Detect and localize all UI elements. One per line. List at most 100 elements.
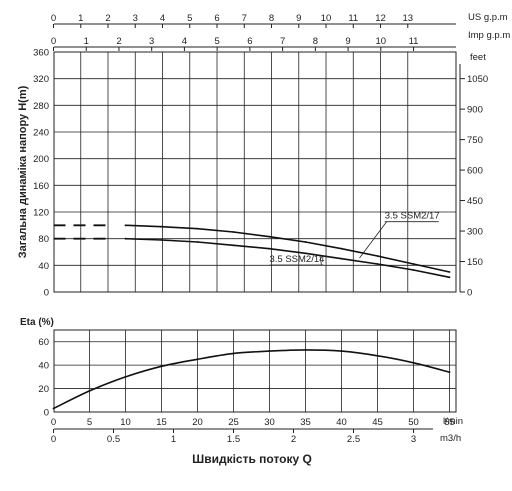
lmin-unit-label: l/min (443, 416, 463, 427)
head-curve-point (124, 224, 127, 227)
head-curve-point (448, 276, 451, 279)
head-y-tick-label: 320 (33, 74, 49, 85)
feet-tick-label: 150 (467, 257, 483, 268)
head-curve-point (232, 231, 235, 233)
imp-gpm-tick-label: 10 (376, 36, 387, 47)
head-y-tick-label: 280 (33, 101, 49, 112)
feet-tick-label: 450 (467, 196, 483, 207)
head-y-axis-title: Загальна динаміка напору H(m) (17, 85, 29, 258)
imp-gpm-tick-label: 9 (345, 36, 350, 47)
eta-y-axis-title: Eta (%) (20, 317, 54, 328)
head-curve-point (412, 269, 415, 271)
imp-gpm-tick-label: 11 (409, 36, 419, 47)
head-y-tick-label: 160 (33, 181, 49, 192)
head-curve-point (304, 252, 307, 255)
efficiency-point (268, 350, 271, 352)
eta-plot-frame (53, 329, 457, 413)
imp-gpm-tick-label: 2 (116, 36, 121, 47)
lmin-tick-label: 45 (372, 417, 383, 428)
efficiency-point (412, 361, 415, 364)
efficiency-point (160, 365, 163, 368)
head-curve-2 (125, 237, 450, 279)
lmin-tick-label: 0 (51, 417, 56, 428)
us-gpm-tick-label: 8 (269, 13, 274, 24)
head-y-tick-label: 120 (33, 208, 49, 219)
us-gpm-tick-label: 13 (402, 13, 413, 24)
head-curve-point (268, 247, 271, 250)
imp-gpm-tick-label: 0 (51, 36, 56, 47)
us-gpm-tick-label: 3 (133, 13, 138, 24)
eta-y-tick-label: 60 (38, 337, 49, 348)
head-curve-point (340, 257, 343, 260)
lmin-tick-label: 50 (408, 417, 419, 428)
head-curve-point (124, 237, 127, 240)
eta-y-tick-label: 0 (44, 408, 49, 419)
head-curve-point (196, 241, 199, 243)
head-y-tick-label: 0 (44, 288, 49, 299)
m3h-tick-label: 1.5 (227, 434, 240, 445)
eta-y-tick-label: 20 (38, 384, 49, 395)
m3h-tick-label: 2.5 (347, 434, 360, 445)
efficiency-point (340, 350, 343, 352)
m3h-tick-label: 0.5 (107, 434, 120, 445)
head-curve-point (448, 271, 451, 273)
lmin-tick-label: 15 (156, 417, 167, 428)
head-chart: Загальна динаміка напору H(m) feet US g.… (17, 12, 510, 299)
us-gpm-tick-label: 5 (187, 13, 192, 24)
head-y-tick-label: 360 (33, 48, 49, 59)
series-label-3-5-ssm2-14: 3.5 SSM2/14 (270, 254, 325, 265)
efficiency-chart: Eta (%) Швидкість потоку Q l/min m3/h 0 2… (20, 317, 463, 466)
imp-gpm-unit-label: Imp g.p.m (468, 30, 510, 41)
feet-tick-label: 0 (467, 288, 472, 299)
series-leader-line (319, 255, 322, 266)
efficiency-point (232, 352, 235, 355)
us-gpm-tick-label: 11 (348, 13, 358, 24)
efficiency-point (124, 375, 127, 378)
efficiency-point (448, 371, 451, 374)
imp-gpm-tick-label: 4 (182, 36, 187, 47)
imp-gpm-tick-label: 3 (149, 36, 154, 47)
head-curve-point (340, 247, 343, 250)
feet-tick-label: 1050 (467, 74, 488, 85)
eta-y-tick-label: 40 (38, 361, 49, 372)
head-curve-point (304, 241, 307, 243)
us-gpm-tick-label: 0 (51, 13, 56, 24)
efficiency-point (376, 354, 379, 357)
us-gpm-tick-label: 7 (242, 13, 247, 24)
head-curve-point (376, 255, 379, 257)
m3h-tick-label: 0 (51, 434, 56, 445)
head-y-tick-label: 40 (38, 261, 49, 272)
imp-gpm-tick-label: 5 (215, 36, 220, 47)
lmin-tick-label: 35 (300, 417, 311, 428)
series-label-3-5-ssm2-17: 3.5 SSM2/17 (385, 211, 440, 222)
efficiency-point (304, 349, 307, 351)
m3h-unit-label: m3/h (440, 433, 461, 444)
m3h-tick-label: 1 (171, 434, 176, 445)
imp-gpm-tick-label: 8 (313, 36, 318, 47)
us-gpm-tick-label: 6 (214, 13, 219, 24)
lmin-tick-label: 55 (444, 417, 455, 428)
flow-axis-title: Швидкість потоку Q (192, 452, 312, 466)
head-curve-point (160, 239, 163, 241)
feet-tick-label: 900 (467, 105, 483, 116)
lmin-tick-label: 10 (120, 417, 131, 428)
efficiency-point (88, 390, 91, 392)
us-gpm-tick-label: 2 (105, 13, 110, 24)
imp-gpm-tick-label: 7 (280, 36, 285, 47)
head-curve-1 (125, 224, 450, 273)
head-curve-point (376, 263, 379, 265)
lmin-tick-label: 25 (228, 417, 239, 428)
feet-tick-label: 300 (467, 227, 483, 238)
m3h-tick-label: 3 (411, 434, 416, 445)
feet-tick-label: 750 (467, 135, 483, 146)
efficiency-point (196, 358, 199, 361)
lmin-tick-label: 30 (264, 417, 275, 428)
us-gpm-tick-label: 12 (375, 13, 386, 24)
imp-gpm-tick-label: 1 (84, 36, 89, 47)
series-leader-line (359, 221, 388, 259)
us-gpm-tick-label: 4 (160, 13, 165, 24)
head-curve-point (196, 227, 199, 230)
lmin-tick-label: 40 (336, 417, 347, 428)
head-curve-point (232, 244, 235, 247)
